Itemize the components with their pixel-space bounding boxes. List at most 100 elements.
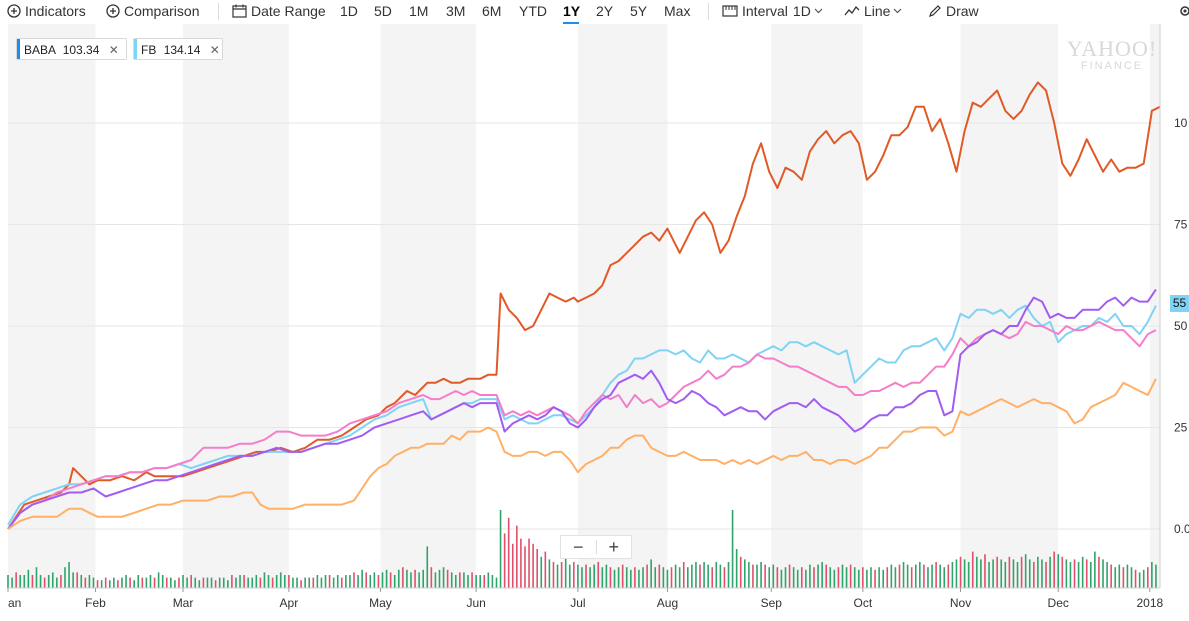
draw-button[interactable]: Draw: [928, 2, 979, 20]
volume-bar: [560, 562, 563, 588]
volume-bar: [743, 559, 746, 588]
volume-bar: [182, 575, 184, 588]
volume-bar: [524, 546, 526, 588]
volume-bar: [227, 580, 229, 588]
volume-bar: [279, 572, 282, 588]
date-range-button[interactable]: Date Range: [232, 2, 326, 20]
yahoo-finance-watermark: YAHOO! FINANCE: [1062, 38, 1162, 73]
calendar-icon: [232, 4, 247, 18]
chart-type-dropdown[interactable]: Line: [844, 2, 906, 20]
indicators-label: Indicators: [25, 3, 86, 19]
range-1d[interactable]: 1D: [340, 3, 358, 19]
volume-bar: [133, 580, 135, 588]
indicators-button[interactable]: Indicators: [7, 2, 86, 20]
volume-bar: [699, 564, 701, 588]
comparison-button[interactable]: Comparison: [106, 2, 199, 20]
settings-button[interactable]: [1178, 2, 1189, 20]
volume-bar: [536, 549, 538, 588]
volume-bar: [11, 577, 13, 588]
close-icon[interactable]: ✕: [108, 43, 119, 57]
y-tick-label: 50: [1174, 319, 1188, 333]
volume-bar: [772, 564, 775, 588]
range-6m[interactable]: 6M: [482, 3, 502, 19]
zoom-in-button[interactable]: +: [608, 537, 619, 557]
volume-bar: [947, 564, 950, 588]
price-lines: [7, 81, 1161, 530]
series-line-5: [7, 378, 1157, 530]
month-band: [771, 24, 863, 588]
range-5d[interactable]: 5D: [374, 3, 392, 19]
volume-bar: [768, 567, 771, 588]
volume-bar: [7, 575, 9, 588]
volume-bar: [149, 575, 152, 588]
interval-dropdown[interactable]: Interval 1D: [722, 2, 827, 20]
volume-bar: [805, 569, 807, 588]
volume-bar: [446, 569, 449, 588]
range-3m[interactable]: 3M: [446, 3, 466, 19]
plus-circle-icon: [106, 4, 120, 18]
volume-bar: [862, 567, 864, 588]
volume-bar: [1102, 559, 1104, 588]
legend-symbol: FB: [141, 43, 157, 57]
volume-bar: [617, 567, 620, 588]
legend-chip-fb[interactable]: FB 134.14 ✕: [133, 38, 223, 60]
volume-bar: [959, 556, 962, 588]
volume-bar: [288, 575, 290, 588]
x-tick-label: Mar: [173, 596, 194, 610]
volume-bar: [568, 564, 571, 588]
volume-bar: [967, 562, 970, 588]
volume-bar: [520, 538, 522, 588]
volume-bar: [1118, 564, 1121, 588]
volume-bar: [723, 567, 726, 588]
volume-bar: [312, 577, 315, 588]
volume-bar: [345, 575, 347, 588]
volume-bar: [666, 569, 669, 588]
volume-bar: [935, 562, 937, 588]
volume-bar: [389, 572, 392, 588]
volume-bar: [1130, 567, 1133, 588]
volume-bar: [141, 577, 144, 588]
chart-toolbar: Indicators Comparison Date Range 1D 5D 1…: [0, 0, 1189, 25]
volume-bar: [601, 567, 604, 588]
volume-bar: [1110, 564, 1112, 588]
legend-chip-baba[interactable]: BABA 103.34 ✕: [16, 38, 127, 60]
chart-canvas[interactable]: 0.0 25 50 75 10 an Feb Mar Apr May Jun Jul Aug Sep Oc…: [0, 24, 1189, 621]
volume-bar: [125, 575, 127, 588]
volume-bar: [988, 562, 990, 588]
volume-bar: [1098, 556, 1100, 588]
volume-bar: [711, 567, 714, 588]
volume-bar: [1008, 556, 1011, 588]
volume-bar: [670, 567, 673, 588]
volume-bar: [495, 577, 498, 588]
range-2y[interactable]: 2Y: [596, 3, 614, 19]
range-1y[interactable]: 1Y: [563, 3, 581, 19]
x-tick-label: Nov: [950, 596, 971, 610]
volume-bar: [1146, 567, 1149, 588]
volume-bar: [784, 567, 787, 588]
volume-bar: [658, 564, 661, 588]
volume-bar: [92, 577, 95, 588]
volume-bar: [300, 580, 302, 588]
volume-bar: [511, 543, 514, 588]
toolbar-divider: [708, 3, 709, 20]
volume-bar: [104, 577, 107, 588]
range-max[interactable]: Max: [664, 3, 691, 19]
range-ytd[interactable]: YTD: [519, 3, 547, 19]
volume-bar: [845, 567, 848, 588]
series-line-4: [7, 288, 1157, 530]
volume-bar: [178, 577, 180, 588]
volume-bar: [251, 577, 254, 588]
x-tick-label: Dec: [1048, 596, 1069, 610]
y-axis: 0.0 25 50 75 10: [1159, 24, 1189, 588]
volume-bar: [80, 575, 83, 588]
y-tick-label: 75: [1174, 218, 1188, 232]
volume-bar: [776, 567, 779, 588]
range-5y[interactable]: 5Y: [630, 3, 648, 19]
legend-color-bar: [134, 39, 137, 59]
volume-bar: [454, 575, 457, 588]
volume-bar: [678, 567, 681, 588]
range-1m[interactable]: 1M: [409, 3, 429, 19]
close-icon[interactable]: ✕: [209, 43, 220, 57]
month-band: [667, 24, 772, 588]
zoom-out-button[interactable]: −: [572, 537, 584, 557]
